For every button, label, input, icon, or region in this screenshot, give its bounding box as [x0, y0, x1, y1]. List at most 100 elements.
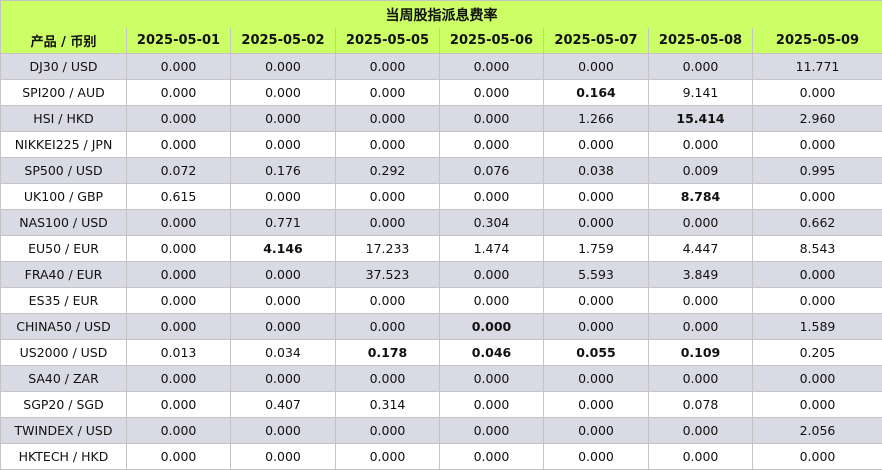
- product-cell: FRA40 / EUR: [1, 262, 127, 288]
- rate-cell: 0.055: [544, 340, 649, 366]
- rate-cell: 0.000: [753, 366, 882, 392]
- rate-cell: 0.000: [231, 444, 336, 470]
- rate-cell: 8.543: [753, 236, 882, 262]
- rate-cell: 0.000: [231, 132, 336, 158]
- rate-cell: 0.072: [127, 158, 231, 184]
- rate-cell: 4.146: [231, 236, 336, 262]
- product-cell: US2000 / USD: [1, 340, 127, 366]
- rate-cell: 0.000: [336, 80, 440, 106]
- product-cell: DJ30 / USD: [1, 54, 127, 80]
- rate-cell: 0.000: [753, 392, 882, 418]
- product-cell: EU50 / EUR: [1, 236, 127, 262]
- rate-cell: 0.000: [544, 132, 649, 158]
- rate-cell: 0.164: [544, 80, 649, 106]
- product-cell: TWINDEX / USD: [1, 418, 127, 444]
- rate-cell: 0.000: [753, 80, 882, 106]
- rate-cell: 0.000: [127, 418, 231, 444]
- rate-cell: 0.000: [440, 392, 544, 418]
- date-column-header: 2025-05-06: [440, 28, 544, 54]
- rate-cell: 0.000: [544, 392, 649, 418]
- rate-cell: 0.000: [127, 54, 231, 80]
- rate-cell: 8.784: [649, 184, 753, 210]
- rate-cell: 0.000: [649, 366, 753, 392]
- rate-cell: 0.000: [231, 288, 336, 314]
- rate-cell: 0.000: [336, 184, 440, 210]
- rate-cell: 0.000: [649, 418, 753, 444]
- date-column-header: 2025-05-02: [231, 28, 336, 54]
- rate-cell: 0.000: [440, 288, 544, 314]
- rate-cell: 0.304: [440, 210, 544, 236]
- rate-cell: 0.000: [127, 236, 231, 262]
- rate-cell: 0.000: [231, 106, 336, 132]
- rate-cell: 0.000: [336, 210, 440, 236]
- product-cell: NIKKEI225 / JPN: [1, 132, 127, 158]
- rate-cell: 1.759: [544, 236, 649, 262]
- rate-cell: 1.589: [753, 314, 882, 340]
- rate-cell: 0.000: [440, 106, 544, 132]
- rate-cell: 0.000: [336, 54, 440, 80]
- rate-cell: 0.009: [649, 158, 753, 184]
- rate-cell: 0.000: [127, 314, 231, 340]
- rate-cell: 4.447: [649, 236, 753, 262]
- rate-cell: 11.771: [753, 54, 882, 80]
- rate-cell: 0.615: [127, 184, 231, 210]
- rate-cell: 0.771: [231, 210, 336, 236]
- rate-cell: 0.000: [649, 132, 753, 158]
- rate-cell: 0.000: [753, 132, 882, 158]
- rate-cell: 0.000: [127, 262, 231, 288]
- rate-cell: 0.000: [127, 392, 231, 418]
- rate-cell: 0.038: [544, 158, 649, 184]
- rate-cell: 0.176: [231, 158, 336, 184]
- rate-cell: 2.056: [753, 418, 882, 444]
- rate-cell: 0.000: [127, 444, 231, 470]
- rate-cell: 0.078: [649, 392, 753, 418]
- rate-cell: 0.292: [336, 158, 440, 184]
- rate-cell: 0.000: [440, 314, 544, 340]
- rate-cell: 0.000: [440, 366, 544, 392]
- rate-cell: 0.000: [231, 184, 336, 210]
- product-cell: CHINA50 / USD: [1, 314, 127, 340]
- date-column-header: 2025-05-07: [544, 28, 649, 54]
- rate-cell: 0.000: [127, 288, 231, 314]
- rate-cell: 0.000: [231, 366, 336, 392]
- table-title: 当周股指派息费率: [1, 1, 882, 29]
- rate-cell: 0.000: [231, 262, 336, 288]
- rate-cell: 0.000: [231, 80, 336, 106]
- rate-cell: 0.000: [440, 54, 544, 80]
- rate-cell: 0.000: [544, 184, 649, 210]
- rate-cell: 0.178: [336, 340, 440, 366]
- rate-cell: 0.076: [440, 158, 544, 184]
- rate-cell: 0.000: [127, 366, 231, 392]
- rate-cell: 0.000: [544, 54, 649, 80]
- rate-cell: 0.000: [440, 418, 544, 444]
- rate-cell: 9.141: [649, 80, 753, 106]
- rate-cell: 0.000: [753, 262, 882, 288]
- rate-cell: 1.266: [544, 106, 649, 132]
- rate-cell: 0.013: [127, 340, 231, 366]
- rate-cell: 0.662: [753, 210, 882, 236]
- rate-cell: 0.000: [544, 314, 649, 340]
- rate-cell: 0.000: [336, 314, 440, 340]
- rate-cell: 0.000: [753, 444, 882, 470]
- rate-cell: 0.000: [127, 210, 231, 236]
- rate-cell: 5.593: [544, 262, 649, 288]
- date-column-header: 2025-05-08: [649, 28, 753, 54]
- product-cell: SP500 / USD: [1, 158, 127, 184]
- rate-cell: 0.407: [231, 392, 336, 418]
- product-cell: HSI / HKD: [1, 106, 127, 132]
- date-column-header: 2025-05-01: [127, 28, 231, 54]
- rate-cell: 3.849: [649, 262, 753, 288]
- product-cell: SA40 / ZAR: [1, 366, 127, 392]
- rate-cell: 0.000: [544, 418, 649, 444]
- rate-cell: 1.474: [440, 236, 544, 262]
- rate-cell: 0.000: [544, 366, 649, 392]
